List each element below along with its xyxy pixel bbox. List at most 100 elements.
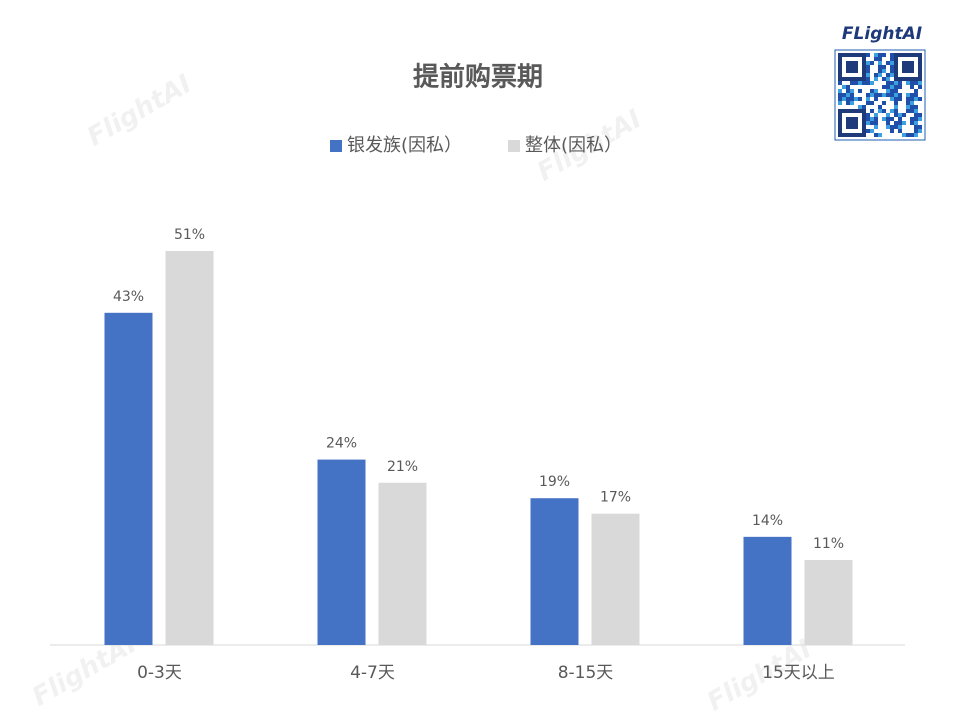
qr-cell — [882, 53, 886, 57]
qr-cell — [858, 97, 862, 101]
qr-cell — [894, 109, 898, 113]
qr-cell — [850, 93, 854, 97]
qr-cell — [894, 93, 898, 97]
qr-cell — [914, 113, 918, 117]
qr-cell — [898, 125, 902, 129]
qr-cell — [842, 93, 846, 97]
qr-cell — [874, 53, 878, 57]
qr-cell — [874, 121, 878, 125]
qr-cell — [914, 117, 918, 121]
qr-cell — [882, 93, 886, 97]
qr-cell — [838, 97, 842, 101]
qr-cell — [882, 85, 886, 89]
qr-cell — [918, 85, 922, 89]
qr-cell — [890, 97, 894, 101]
qr-cell — [906, 105, 910, 109]
qr-cell — [910, 133, 914, 137]
qr-cell — [870, 93, 874, 97]
qr-cell — [906, 97, 910, 101]
chart-title: 提前购票期 — [413, 62, 543, 93]
qr-cell — [914, 133, 918, 137]
qr-cell — [910, 117, 914, 121]
qr-cell — [866, 129, 870, 133]
qr-cell — [846, 101, 850, 105]
qr-cell — [838, 93, 842, 97]
qr-cell — [890, 53, 894, 57]
qr-cell — [902, 121, 906, 125]
qr-cell — [914, 89, 918, 93]
qr-cell — [874, 57, 878, 61]
qr-cell — [846, 85, 850, 89]
qr-cell — [850, 89, 854, 93]
x-tick-label: 15天以上 — [762, 663, 835, 683]
qr-cell — [898, 85, 902, 89]
qr-cell — [890, 61, 894, 65]
qr-cell — [918, 113, 922, 117]
qr-cell — [874, 77, 878, 81]
qr-cell — [886, 73, 890, 77]
qr-cell — [866, 65, 870, 69]
qr-cell — [870, 129, 874, 133]
qr-finder — [838, 109, 866, 137]
qr-cell — [910, 93, 914, 97]
qr-cell — [874, 117, 878, 121]
qr-cell — [894, 81, 898, 85]
qr-cell — [858, 105, 862, 109]
qr-cell — [878, 61, 882, 65]
qr-cell — [886, 113, 890, 117]
qr-cell — [910, 101, 914, 105]
qr-cell — [886, 85, 890, 89]
qr-cell — [918, 117, 922, 121]
qr-cell — [918, 97, 922, 101]
qr-cell — [902, 133, 906, 137]
qr-cell — [914, 129, 918, 133]
bar — [530, 498, 579, 645]
qr-cell — [914, 125, 918, 129]
qr-cell — [866, 101, 870, 105]
legend-swatch — [330, 140, 342, 152]
qr-cell — [878, 105, 882, 109]
qr-finder — [846, 61, 858, 73]
qr-cell — [886, 81, 890, 85]
qr-cell — [898, 97, 902, 101]
qr-cell — [906, 93, 910, 97]
qr-cell — [914, 121, 918, 125]
qr-cell — [894, 85, 898, 89]
qr-cell — [890, 117, 894, 121]
qr-cell — [906, 101, 910, 105]
qr-finder — [902, 61, 914, 73]
qr-cell — [854, 81, 858, 85]
qr-cell — [870, 117, 874, 121]
qr-cell — [850, 97, 854, 101]
logo: FLightAI — [834, 24, 926, 141]
qr-cell — [870, 109, 874, 113]
qr-pattern — [838, 53, 922, 137]
bar — [165, 251, 214, 645]
qr-cell — [890, 125, 894, 129]
qr-cell — [882, 117, 886, 121]
qr-cell — [838, 89, 842, 93]
qr-cell — [898, 113, 902, 117]
qr-cell — [894, 105, 898, 109]
qr-cell — [866, 93, 870, 97]
qr-cell — [914, 97, 918, 101]
qr-finder — [894, 53, 922, 81]
qr-cell — [874, 125, 878, 129]
qr-cell — [886, 121, 890, 125]
qr-cell — [886, 93, 890, 97]
qr-cell — [886, 117, 890, 121]
qr-cell — [878, 53, 882, 57]
qr-cell — [906, 109, 910, 113]
qr-cell — [854, 97, 858, 101]
qr-cell — [902, 113, 906, 117]
qr-cell — [878, 57, 882, 61]
x-tick-label: 8-15天 — [558, 663, 614, 683]
qr-cell — [846, 97, 850, 101]
qr-cell — [878, 65, 882, 69]
qr-cell — [890, 57, 894, 61]
qr-cell — [898, 117, 902, 121]
qr-cell — [838, 101, 842, 105]
qr-cell — [906, 81, 910, 85]
qr-cell — [878, 133, 882, 137]
qr-cell — [874, 113, 878, 117]
